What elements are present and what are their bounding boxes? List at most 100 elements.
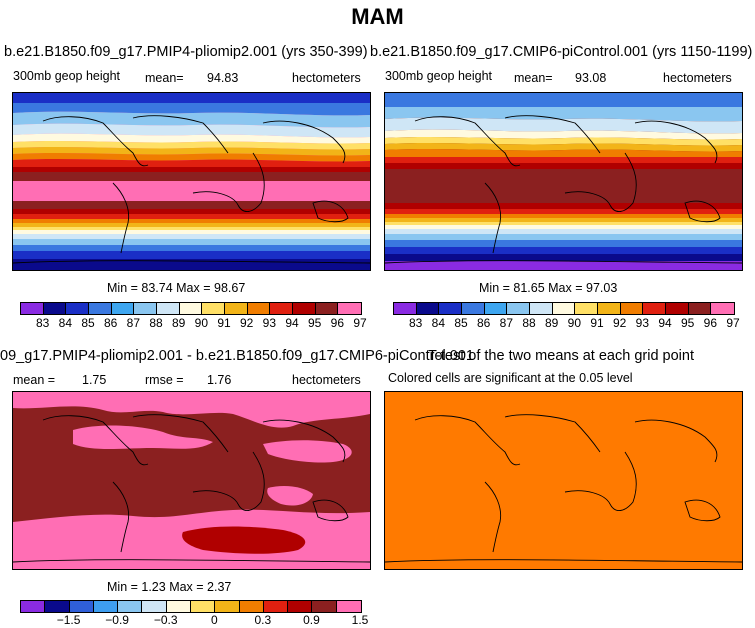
colorbar-swatch [134,303,157,314]
colorbar-swatch [21,303,44,314]
colorbar-swatch [529,303,553,314]
colorbar-swatch [190,601,216,612]
panel2-mean-value: 93.08 [575,71,607,85]
colorbar-swatch [263,601,289,612]
panel2-units: hectometers [663,71,732,85]
panel4-subtitle: Colored cells are significant at the 0.0… [388,371,633,385]
colorbar-swatch [118,601,143,612]
colorbar-swatch [215,601,240,612]
colorbar-tick-label: 85 [454,316,468,330]
panel1-units: hectometers [292,71,361,85]
panel1-map [12,92,371,271]
colorbar-tick-label: 87 [126,316,141,330]
colorbar-swatch [43,303,67,314]
colorbar-tick-label: 86 [103,316,118,330]
colorbar-swatch [93,601,119,612]
panel3-minmax: Min = 1.23 Max = 2.37 [107,580,232,594]
colorbar-tick-label: 97 [726,316,740,330]
panel2-colorbar [393,302,735,315]
colorbar-tick-label: 88 [149,316,163,330]
colorbar-swatch [239,601,264,612]
colorbar-swatch [552,303,576,314]
colorbar-swatch [620,303,644,314]
colorbar-tick-label: 86 [476,316,491,330]
colorbar-swatch [156,303,180,314]
colorbar-swatch [643,303,666,314]
colorbar-swatch [45,601,70,612]
colorbar-tick-label: 96 [330,316,345,330]
panel3-rmse-value: 1.76 [207,373,232,387]
colorbar-swatch [270,303,293,314]
colorbar-tick-label: 92 [612,316,627,330]
colorbar-tick-label: 83 [35,316,50,330]
colorbar-swatch [394,303,417,314]
colorbar-swatch [597,303,621,314]
panel1-mean-label: mean= [145,71,184,85]
panel4-title: T-test of the two means at each grid poi… [428,348,694,364]
colorbar-swatch [416,303,440,314]
panel2-run-title: b.e21.B1850.f09_g17.CMIP6-piControl.001 … [370,44,753,60]
panel3-units: hectometers [292,373,361,387]
colorbar-swatch [665,303,689,314]
colorbar-tick-label: −1.5 [56,613,81,627]
colorbar-tick-label: 89 [544,316,559,330]
colorbar-tick-label: 91 [217,316,231,330]
colorbar-tick-label: 1.5 [351,613,369,627]
colorbar-tick-label: 94 [285,316,299,330]
colorbar-tick-label: 0.9 [303,613,320,627]
colorbar-tick-label: 91 [590,316,604,330]
panel2-map [384,92,743,271]
colorbar-tick-label: −0.3 [153,613,178,627]
colorbar-swatch [484,303,508,314]
colorbar-swatch [21,601,46,612]
colorbar-swatch [202,303,225,314]
panel2-minmax: Min = 81.65 Max = 97.03 [479,281,618,295]
panel3-map [12,391,371,570]
panel2-field-label: 300mb geop height [385,69,493,83]
colorbar-swatch [179,303,203,314]
colorbar-tick-label: 93 [262,316,277,330]
panel1-run-title: b.e21.B1850.f09_g17.PMIP4-pliomip2.001 (… [4,44,368,60]
colorbar-swatch [288,601,313,612]
colorbar-tick-label: 0 [210,613,218,627]
colorbar-tick-label: 95 [307,316,322,330]
panel2-mean-label: mean= [514,71,553,85]
colorbar-tick-label: 89 [171,316,186,330]
panel4-map [384,391,743,570]
colorbar-swatch [336,601,361,612]
colorbar-tick-label: 92 [239,316,254,330]
colorbar-swatch [312,601,337,612]
panel3-rmse-label: rmse = [145,373,184,387]
colorbar-tick-label: 95 [680,316,695,330]
colorbar-tick-label: 93 [635,316,650,330]
panel3-run-title: 09_g17.PMIP4-pliomip2.001 - b.e21.B1850.… [0,348,474,364]
colorbar-swatch [142,601,167,612]
colorbar-swatch [575,303,598,314]
colorbar-tick-label: 88 [522,316,536,330]
colorbar-swatch [111,303,135,314]
colorbar-tick-label: 90 [567,316,582,330]
panel3-colorbar [20,600,362,613]
panel3-mean-label: mean = [13,373,56,387]
colorbar-tick-label: 97 [353,316,367,330]
panel3-mean-value: 1.75 [82,373,107,387]
colorbar-tick-label: 84 [58,316,73,330]
colorbar-swatch [315,303,339,314]
panel1-field-label: 300mb geop height [13,69,121,83]
colorbar-swatch [247,303,271,314]
colorbar-swatch [292,303,316,314]
panel1-mean-value: 94.83 [207,71,239,85]
colorbar-swatch [224,303,248,314]
colorbar-tick-label: 87 [499,316,514,330]
colorbar-swatch [166,601,191,612]
colorbar-swatch [507,303,530,314]
colorbar-swatch [711,303,734,314]
colorbar-tick-label: 84 [431,316,446,330]
colorbar-tick-label: 96 [703,316,718,330]
page-title: MAM [351,4,404,29]
colorbar-swatch [439,303,462,314]
colorbar-tick-label: 0.3 [254,613,272,627]
colorbar-tick-label: −0.9 [105,613,129,627]
colorbar-swatch [69,601,94,612]
panel1-minmax: Min = 83.74 Max = 98.67 [107,281,246,295]
